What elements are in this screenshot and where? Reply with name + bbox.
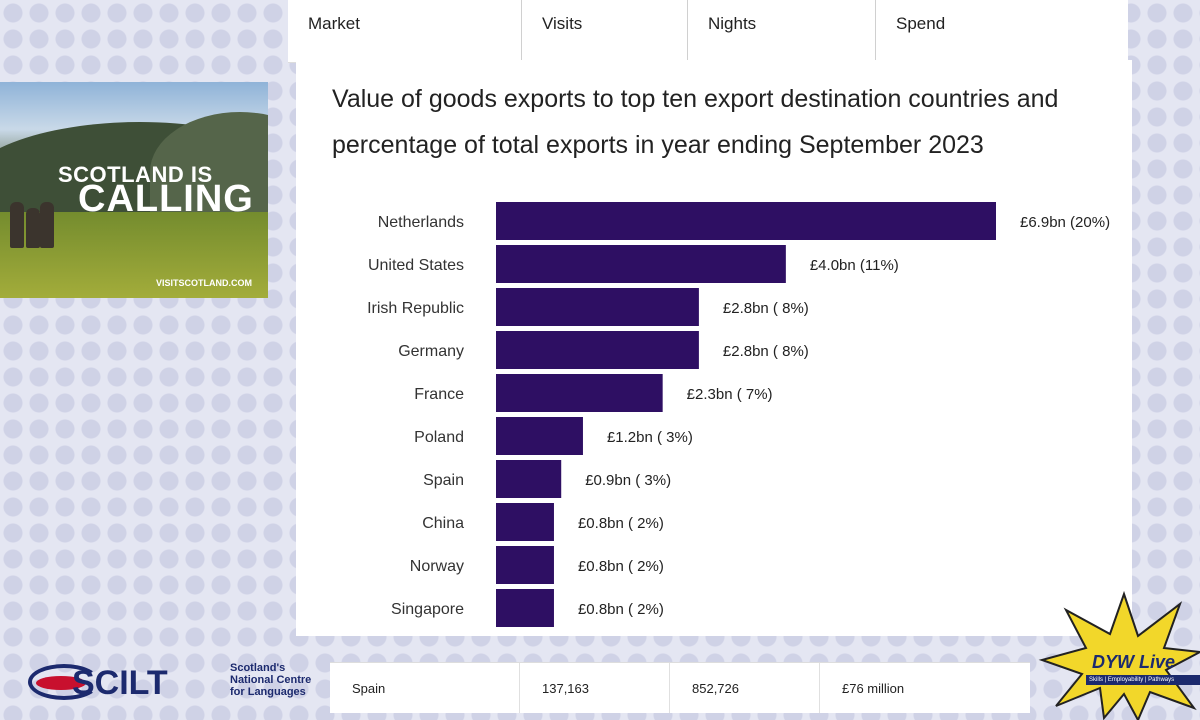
data-label: £2.8bn ( 8%) xyxy=(723,300,809,317)
bar xyxy=(496,245,786,283)
dyw-live-logo: DYW Live Skills | Employability | Pathwa… xyxy=(1034,590,1200,720)
hiker-figure xyxy=(26,208,40,248)
hiker-figure xyxy=(10,202,24,248)
bar xyxy=(496,460,562,498)
banner-line2: CALLING xyxy=(78,178,254,220)
data-label: £0.8bn ( 2%) xyxy=(578,558,664,575)
bar xyxy=(496,417,583,455)
bar xyxy=(496,331,699,369)
data-label: £2.8bn ( 8%) xyxy=(723,343,809,360)
row-market: Spain xyxy=(330,663,520,713)
exports-bar-chart: Netherlands £6.9bn (20%) United States £4.0… xyxy=(367,202,1110,627)
dyw-tagline: Skills | Employability | Pathways xyxy=(1086,675,1200,685)
swoosh-icon xyxy=(28,664,100,700)
row-spend: £76 million xyxy=(842,681,905,696)
category-label: Spain xyxy=(423,472,464,489)
scilt-subtitle-line: National Centre xyxy=(230,674,312,686)
bar xyxy=(496,546,554,584)
scilt-subtitle-line: Scotland's xyxy=(230,662,286,674)
data-label: £0.8bn ( 2%) xyxy=(578,515,664,532)
bar xyxy=(496,589,554,627)
data-label: £1.2bn ( 3%) xyxy=(607,429,693,446)
data-label: £6.9bn (20%) xyxy=(1020,214,1110,231)
scilt-name: SCILT xyxy=(72,664,168,702)
data-label: £0.8bn ( 2%) xyxy=(578,601,664,618)
chart-panel xyxy=(296,60,1132,636)
market-table-header: Market Visits Nights Spend xyxy=(288,0,1128,63)
category-label: China xyxy=(422,515,464,532)
scilt-logo: SCILT Scotland's National Centre for Lan… xyxy=(28,658,318,708)
header-nights: Nights xyxy=(688,0,876,62)
data-label: £0.9bn ( 3%) xyxy=(585,472,671,489)
dyw-name: DYW Live xyxy=(1092,652,1176,672)
scilt-subtitle: Scotland's National Centre for Languages xyxy=(230,662,311,698)
hiker-figure xyxy=(40,202,54,248)
category-label: Netherlands xyxy=(378,214,464,231)
category-label: Singapore xyxy=(391,601,464,618)
row-nights: 852,726 xyxy=(670,663,820,713)
starburst-icon xyxy=(1038,590,1200,720)
visit-scotland-banner: SCOTLAND IS CALLING VISITSCOTLAND.COM xyxy=(0,82,268,298)
market-table-row: Spain 137,163 852,726 £76 million xyxy=(330,662,1030,713)
category-label: Norway xyxy=(410,558,464,575)
category-label: France xyxy=(414,386,464,403)
header-visits: Visits xyxy=(522,0,688,62)
data-label: £4.0bn (11%) xyxy=(810,257,899,274)
header-market: Market xyxy=(288,0,522,62)
category-label: Poland xyxy=(414,429,464,446)
data-label: £2.3bn ( 7%) xyxy=(687,386,773,403)
bar xyxy=(496,374,663,412)
chart-title: Value of goods exports to top ten export… xyxy=(332,85,1059,159)
bar xyxy=(496,503,554,541)
category-label: Irish Republic xyxy=(367,300,464,317)
scilt-subtitle-line: for Languages xyxy=(230,686,306,698)
bar xyxy=(496,202,996,240)
header-spend: Spend xyxy=(896,14,946,33)
swoosh-icon xyxy=(36,676,86,690)
category-label: United States xyxy=(368,257,464,274)
category-label: Germany xyxy=(398,343,464,360)
banner-line1: SCOTLAND IS xyxy=(58,162,213,187)
banner-url: VISITSCOTLAND.COM xyxy=(156,278,252,288)
row-visits: 137,163 xyxy=(520,663,670,713)
bar xyxy=(496,288,699,326)
